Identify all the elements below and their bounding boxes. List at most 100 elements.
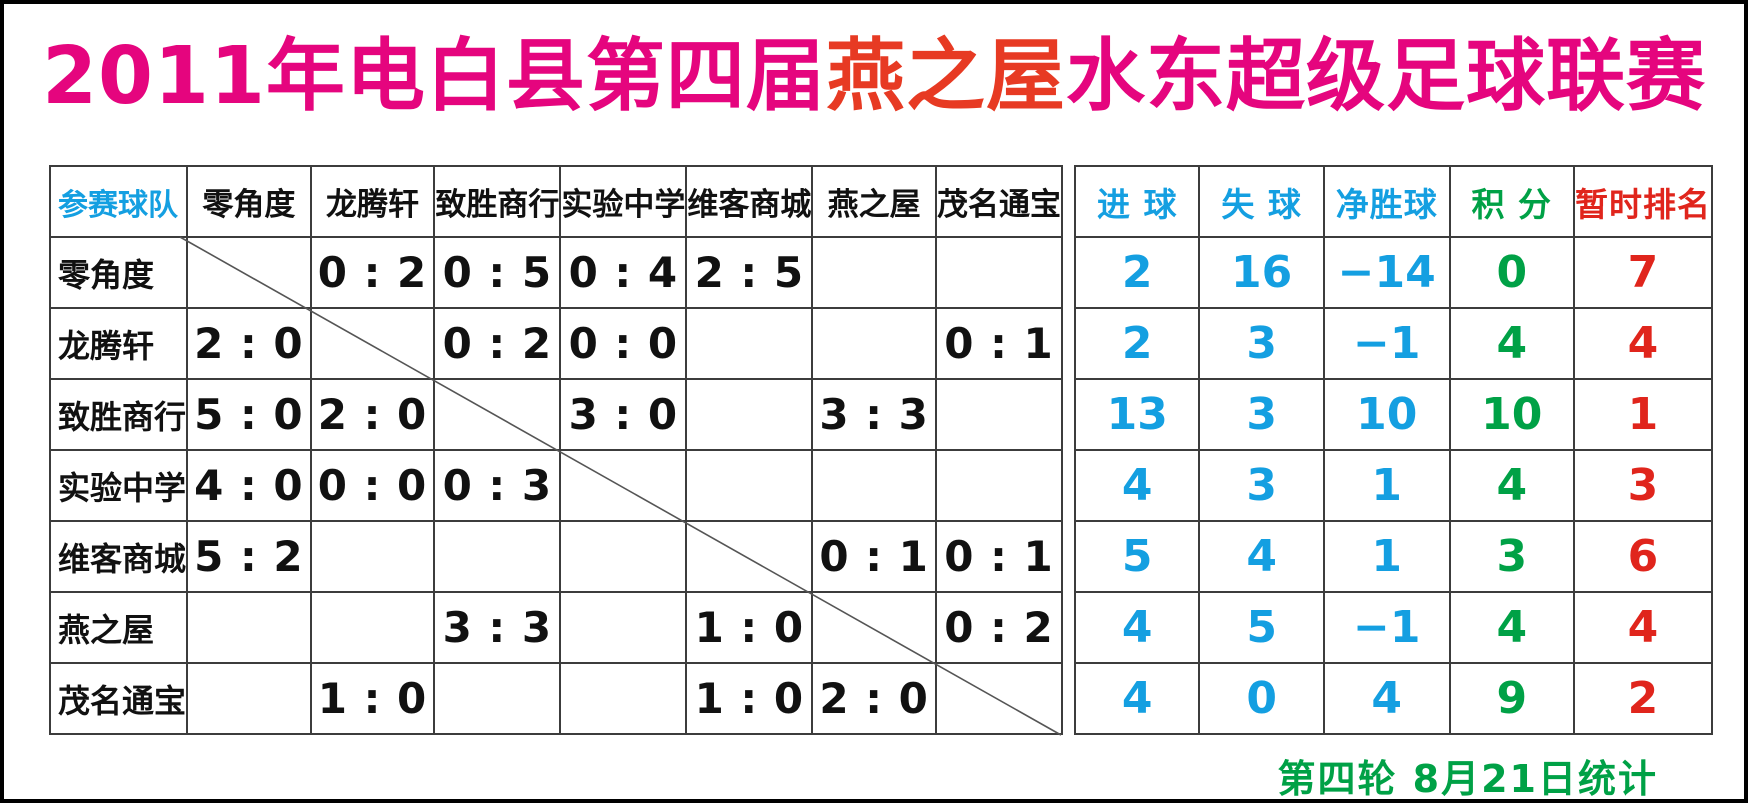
goal-diff-cell: −1 [1322,307,1451,380]
match-score-cell [811,307,937,380]
goals-for-cell: 2 [1073,236,1201,309]
stats-row: 4 3 1 4 3 [1073,449,1714,522]
match-score-cell [559,662,688,735]
match-header-teams: 参赛球队 [48,165,189,238]
stats-header-rank: 暂时排名 [1572,165,1714,238]
match-row: 维客商城 5 : 2 0 : 1 0 : 1 [48,520,1064,593]
round-date-footnote: 第四轮 8月21日统计 [1277,757,1658,801]
match-score-cell: 0 : 0 [559,307,688,380]
match-score-cell [309,591,436,664]
match-score-cell: 3 : 3 [811,378,937,451]
match-score-cell: 3 : 0 [559,378,688,451]
goals-against-cell: 0 [1198,662,1325,735]
match-score-cell: 2 : 0 [811,662,937,735]
match-score-cell [433,662,562,735]
match-row: 龙腾轩 2 : 0 0 : 2 0 : 0 0 : 1 [48,307,1064,380]
match-score-cell [433,520,562,593]
match-score-cell [309,520,436,593]
match-header-opponent: 实验中学 [559,165,688,238]
points-cell: 9 [1448,662,1575,735]
team-name-cell: 维客商城 [48,520,189,593]
match-score-cell: 0 : 1 [934,307,1064,380]
match-score-cell [433,378,562,451]
match-row: 零角度 0 : 2 0 : 5 0 : 4 2 : 5 [48,236,1064,309]
points-cell: 3 [1448,520,1575,593]
match-score-cell: 0 : 4 [559,236,688,309]
title-part-1: 2011年电白县第四届 [42,30,826,122]
goals-against-cell: 3 [1198,307,1325,380]
stats-header-goals-against: 失 球 [1198,165,1325,238]
goals-against-cell: 3 [1198,378,1325,451]
team-name-cell: 实验中学 [48,449,189,522]
match-score-cell: 0 : 2 [433,307,562,380]
match-score-cell: 1 : 0 [309,662,436,735]
match-score-cell [559,520,688,593]
goal-diff-cell: 10 [1322,378,1451,451]
match-score-cell [811,449,937,522]
match-header-row: 参赛球队 零角度 龙腾轩 致胜商行 实验中学 维客商城 燕之屋 茂名通宝 [48,165,1064,238]
match-score-cell: 0 : 2 [309,236,436,309]
team-name-cell: 龙腾轩 [48,307,189,380]
match-results-table: 参赛球队 零角度 龙腾轩 致胜商行 实验中学 维客商城 燕之屋 茂名通宝 零角度… [48,165,1064,737]
match-row: 茂名通宝 1 : 0 1 : 0 2 : 0 [48,662,1064,735]
goal-diff-cell: −14 [1322,236,1451,309]
rank-cell: 7 [1572,236,1714,309]
match-score-cell [934,662,1064,735]
match-row: 致胜商行 5 : 0 2 : 0 3 : 0 3 : 3 [48,378,1064,451]
team-name-cell: 致胜商行 [48,378,189,451]
team-name-cell: 燕之屋 [48,591,189,664]
match-score-cell: 2 : 0 [309,378,436,451]
rank-cell: 3 [1572,449,1714,522]
match-score-cell [685,307,814,380]
stats-row: 13 3 10 10 1 [1073,378,1714,451]
match-score-cell: 1 : 0 [685,591,814,664]
goals-against-cell: 3 [1198,449,1325,522]
page-title: 2011年电白县第四届燕之屋水东超级足球联赛 [4,18,1744,134]
stats-row: 2 3 −1 4 4 [1073,307,1714,380]
match-score-cell: 5 : 2 [186,520,312,593]
rank-cell: 4 [1572,307,1714,380]
goals-for-cell: 4 [1073,449,1201,522]
match-score-cell [186,236,312,309]
match-header-opponent: 燕之屋 [811,165,937,238]
goal-diff-cell: 1 [1322,520,1451,593]
points-cell: 4 [1448,449,1575,522]
goal-diff-cell: −1 [1322,591,1451,664]
goals-for-cell: 4 [1073,662,1201,735]
title-part-3: 水东超级足球联赛 [1065,30,1706,122]
points-cell: 10 [1448,378,1575,451]
rank-cell: 4 [1572,591,1714,664]
stats-row: 2 16 −14 0 7 [1073,236,1714,309]
match-score-cell: 0 : 0 [309,449,436,522]
match-row: 实验中学 4 : 0 0 : 0 0 : 3 [48,449,1064,522]
points-cell: 4 [1448,307,1575,380]
match-score-cell: 0 : 2 [934,591,1064,664]
match-header-opponent: 龙腾轩 [309,165,436,238]
goals-against-cell: 5 [1198,591,1325,664]
title-sponsor-highlight: 燕之屋 [825,30,1066,122]
stats-header-goals-for: 进 球 [1073,165,1201,238]
match-score-cell: 0 : 3 [433,449,562,522]
match-score-cell [559,449,688,522]
match-header-opponent: 茂名通宝 [934,165,1064,238]
match-score-cell [934,449,1064,522]
match-score-cell [685,378,814,451]
stats-header-goal-diff: 净胜球 [1322,165,1451,238]
match-score-cell [559,591,688,664]
match-header-opponent: 维客商城 [685,165,814,238]
rank-cell: 1 [1572,378,1714,451]
goals-against-cell: 4 [1198,520,1325,593]
match-score-cell: 2 : 0 [186,307,312,380]
match-score-cell [934,378,1064,451]
standings-stats-table: 进 球 失 球 净胜球 积 分 暂时排名 2 16 −14 0 7 2 3 −1… [1073,165,1714,737]
match-score-cell [186,591,312,664]
points-cell: 4 [1448,591,1575,664]
goal-diff-cell: 1 [1322,449,1451,522]
stats-row: 5 4 1 3 6 [1073,520,1714,593]
points-cell: 0 [1448,236,1575,309]
team-name-cell: 零角度 [48,236,189,309]
match-score-cell: 0 : 5 [433,236,562,309]
rank-cell: 2 [1572,662,1714,735]
match-score-cell [186,662,312,735]
